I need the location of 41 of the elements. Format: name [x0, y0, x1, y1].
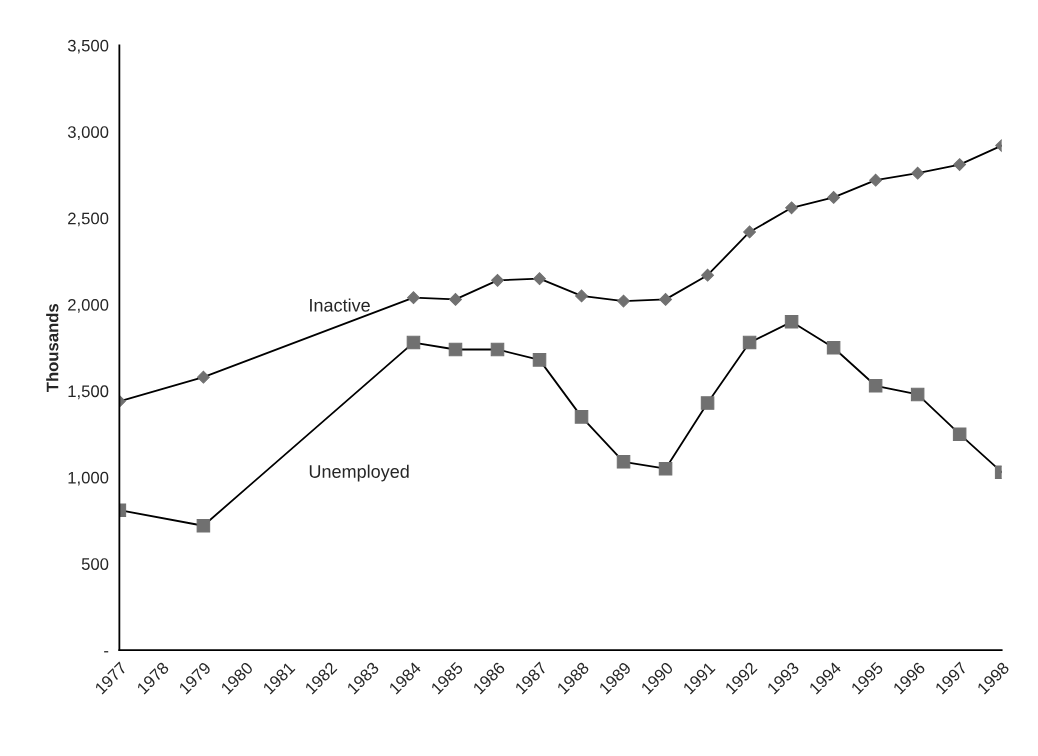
- y-tick-label: 3,500: [67, 39, 109, 54]
- point: [574, 410, 589, 424]
- point: [196, 518, 211, 533]
- point: [406, 335, 421, 350]
- point: [616, 455, 631, 469]
- point: [617, 294, 630, 308]
- point: [953, 158, 967, 171]
- point: [533, 272, 546, 286]
- point: [911, 166, 925, 180]
- point: [701, 268, 714, 282]
- y-tick-label: -: [104, 651, 109, 653]
- point: [743, 225, 756, 239]
- point: [658, 461, 673, 476]
- point: [952, 427, 967, 441]
- point: [196, 370, 210, 384]
- y-tick-label: 1,500: [68, 385, 109, 400]
- y-tick-label: 3,000: [67, 126, 109, 140]
- series-label: Inactive: [310, 298, 370, 312]
- point: [449, 292, 462, 306]
- series-label: Unemployed: [309, 464, 409, 482]
- y-axis-title: Thousands: [46, 303, 59, 393]
- point: [491, 273, 504, 287]
- point: [910, 387, 925, 402]
- point: [784, 315, 799, 329]
- point: [532, 353, 547, 367]
- point: [868, 379, 883, 393]
- y-tick-label: 2,500: [68, 212, 109, 227]
- point: [827, 191, 841, 204]
- point: [575, 289, 588, 303]
- point: [659, 292, 672, 306]
- y-tick-label: 500: [81, 558, 109, 570]
- point: [785, 201, 799, 215]
- point: [490, 342, 505, 357]
- point: [407, 291, 420, 305]
- y-tick-label: 1,000: [68, 471, 109, 486]
- point: [826, 340, 841, 355]
- point: [869, 173, 883, 187]
- y-tick-label: 2,000: [68, 298, 109, 313]
- point: [448, 342, 463, 357]
- point: [742, 335, 757, 350]
- point: [700, 396, 715, 410]
